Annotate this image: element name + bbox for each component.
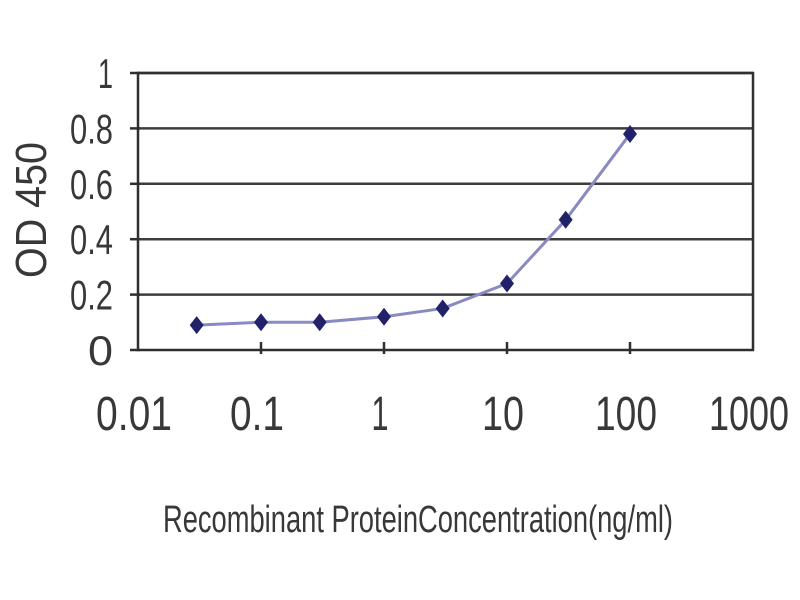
x-axis-ticks <box>259 342 632 354</box>
plot-border <box>136 71 755 352</box>
data-point-marker <box>377 307 391 326</box>
x-tick-label: 1000 <box>709 388 789 441</box>
x-axis-title: Recombinant ProteinConcentration(ng/ml) <box>163 499 673 541</box>
gridlines <box>138 71 753 296</box>
y-tick-label: 1 <box>98 50 113 97</box>
y-tick-label: 0 <box>88 327 113 374</box>
y-tick-label: 0.6 <box>70 161 113 208</box>
data-point-marker <box>189 316 204 335</box>
x-tick-label: 0.1 <box>230 388 284 441</box>
data-point-marker <box>312 313 327 332</box>
series-line <box>196 133 632 327</box>
data-point-marker <box>500 274 514 293</box>
y-tick-label: 0.2 <box>70 272 113 319</box>
x-tick-label: 0.01 <box>96 388 172 441</box>
y-tick-label: 0.4 <box>70 216 113 263</box>
data-point-marker <box>435 299 450 318</box>
y-tick-label: 0.8 <box>70 105 113 152</box>
y-tick-labels: 0 0.2 0.4 0.6 0.8 1 <box>70 50 113 374</box>
y-axis-title: OD 450 <box>7 142 56 278</box>
x-tick-label: 1 <box>372 388 389 441</box>
data-series <box>189 124 637 335</box>
x-tick-label: 10 <box>482 388 524 441</box>
data-point-marker <box>558 210 573 229</box>
data-point-marker <box>623 124 637 143</box>
x-tick-label: 100 <box>595 388 657 441</box>
x-tick-labels: 0.01 0.1 1 10 100 1000 <box>96 388 789 441</box>
data-point-marker <box>254 313 268 332</box>
